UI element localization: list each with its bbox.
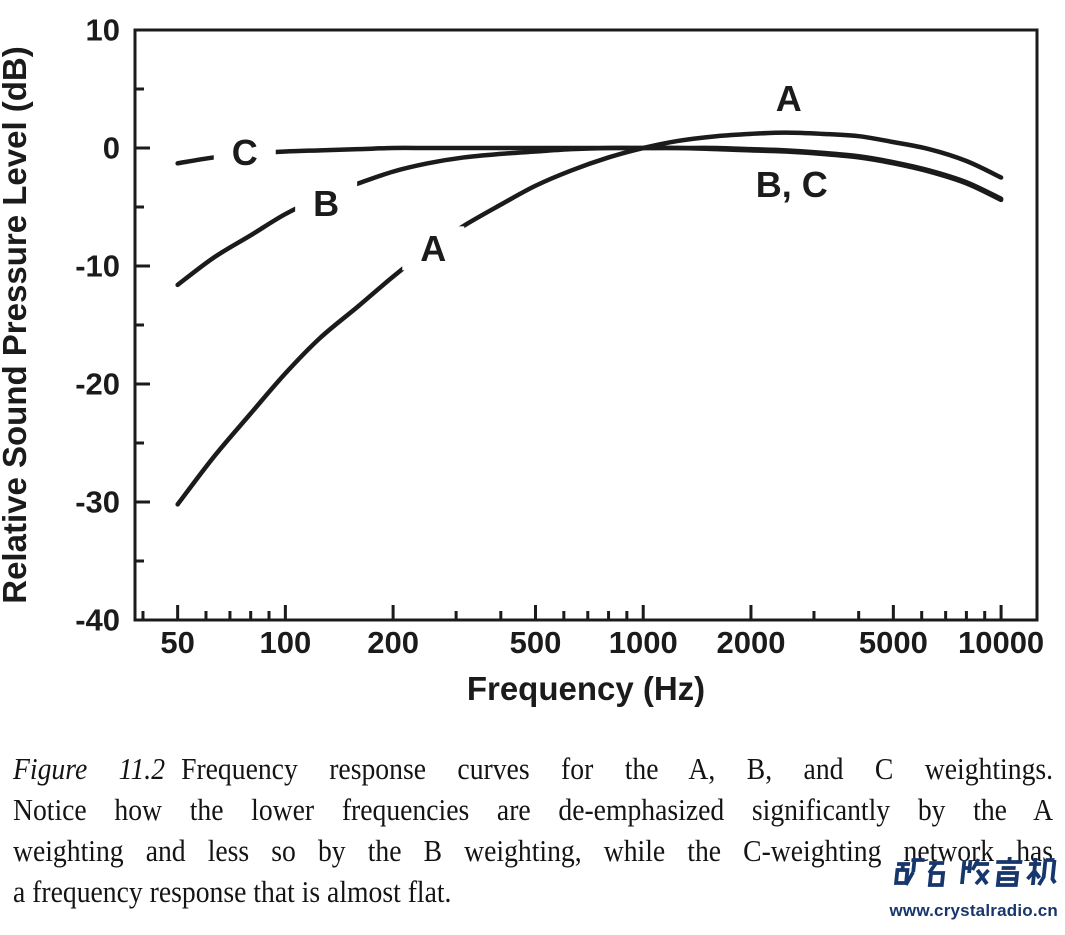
y-tick-label-10: 10: [86, 13, 120, 48]
frequency-response-chart: 50 100 200 500 1000 2000 5000 10000100-10-20-30…: [0, 13, 1044, 708]
y-tick-label--30: -30: [75, 485, 120, 520]
y-tick-label-0: 0: [103, 131, 120, 166]
curve-label-B-1: B: [313, 183, 339, 224]
y-tick-label--40: -40: [75, 603, 120, 638]
y-tick-label--20: -20: [75, 367, 120, 402]
plot-border: [133, 28, 1039, 622]
x-tick-label-2000: 2000: [716, 625, 785, 660]
caption-line-1: Figure 11.2 Frequency response curves for…: [13, 748, 1053, 789]
y-tick-label--10: -10: [75, 249, 120, 284]
x-tick-label-1000: 1000: [609, 625, 678, 660]
x-tick-label-5000: 5000: [859, 625, 928, 660]
curve-label-A-3: A: [776, 78, 802, 119]
y-axis-title: Relative Sound Pressure Level (dB): [0, 46, 33, 604]
x-axis-title: Frequency (Hz): [467, 670, 705, 707]
caption-line-1-text: Frequency response curves for the A, B, …: [181, 751, 1054, 786]
x-tick-label-50: 50: [160, 625, 194, 660]
watermark-url: www.crystalradio.cn: [889, 901, 1058, 920]
watermark: 矿石收音机: [889, 855, 1058, 921]
curve-label-BC-4: B, C: [756, 164, 828, 205]
figure-caption: Figure 11.2 Frequency response curves for…: [13, 725, 1053, 912]
figure-number: Figure 11.2: [13, 751, 166, 786]
curve-label-knockout-1: [295, 181, 358, 226]
x-tick-label-10000: 10000: [958, 625, 1044, 660]
x-tick-label-100: 100: [260, 625, 312, 660]
caption-line-4: a frequency response that is almost flat…: [13, 874, 452, 909]
curve-A: [175, 130, 1004, 507]
caption-line-2: Notice how the lower frequencies are de-…: [13, 792, 1054, 827]
x-tick-label-200: 200: [367, 625, 419, 660]
curve-label-C-0: C: [232, 132, 258, 173]
caption-line-3: weighting and less so by the B weighting…: [13, 833, 1054, 868]
crystalradio-logo-icon: [893, 857, 1057, 887]
x-tick-label-500: 500: [510, 625, 562, 660]
axis-ticks: [135, 28, 1003, 622]
curve-label-knockout-0: [213, 130, 276, 175]
curve-label-knockout-2: [402, 226, 465, 271]
curve-label-A-2: A: [420, 228, 446, 269]
